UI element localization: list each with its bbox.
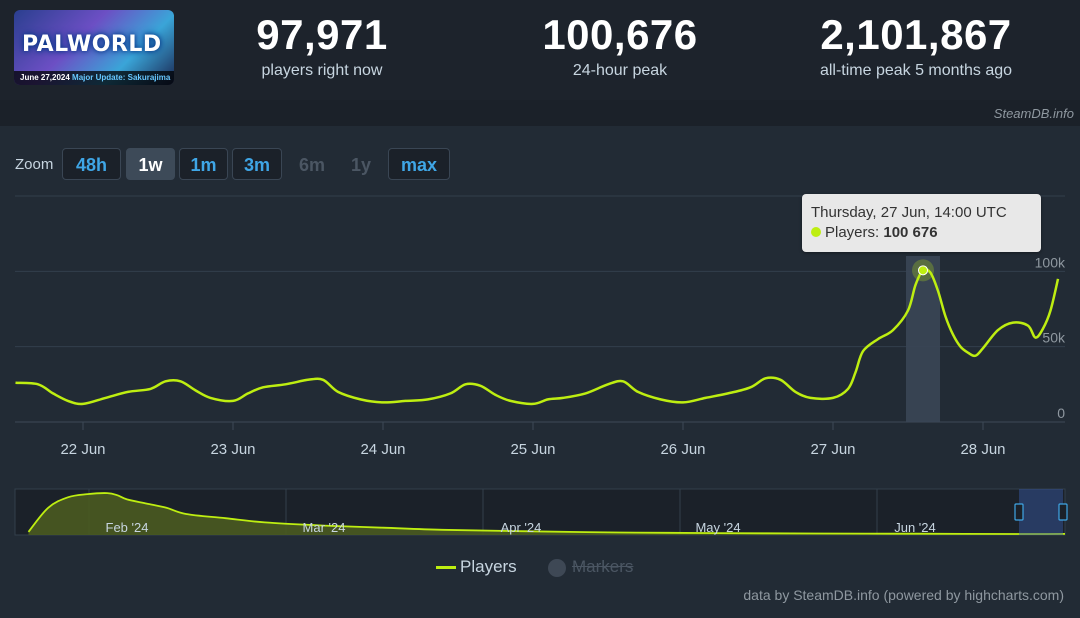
x-tick-label: 28 Jun — [960, 441, 1005, 458]
x-tick-label: 25 Jun — [510, 441, 555, 458]
navigator-selection — [1019, 489, 1063, 535]
stat-value: 2,101,867 — [820, 11, 1012, 58]
tooltip-date: Thursday, 27 Jun, 14:00 UTC — [811, 204, 1007, 221]
y-tick-label: 50k — [1042, 330, 1066, 346]
game-thumbnail[interactable]: PALWORLD June 27,2024 Major Update: Saku… — [14, 10, 174, 85]
stat-24h-peak: 100,676 24-hour peak — [510, 10, 730, 80]
legend-markers[interactable]: Markers — [548, 557, 633, 577]
legend-line-icon — [436, 566, 456, 570]
zoom-48h-button[interactable]: 48h — [62, 148, 121, 180]
legend-players[interactable]: Players — [436, 557, 517, 577]
stat-label: all-time peak 5 months ago — [819, 62, 1013, 79]
legend-markers-label: Markers — [572, 557, 634, 576]
chart-tooltip: Thursday, 27 Jun, 14:00 UTC Players: 100… — [802, 194, 1041, 252]
navigator-tick-label: Apr '24 — [501, 520, 542, 535]
stat-all-time-peak: 2,101,867 all-time peak 5 months ago — [786, 10, 1046, 80]
navigator-tick-label: Mar '24 — [303, 520, 346, 535]
zoom-1w-button[interactable]: 1w — [126, 148, 175, 180]
x-tick-label: 27 Jun — [810, 441, 855, 458]
series-dot-icon — [811, 227, 821, 237]
x-tick-label: 22 Jun — [60, 441, 105, 458]
update-label: Major Update: Sakurajima — [72, 73, 171, 82]
tooltip-series-label: Players: — [825, 224, 880, 241]
footer-credit[interactable]: data by SteamDB.info (powered by highcha… — [743, 587, 1064, 603]
stat-label: players right now — [261, 62, 383, 79]
game-logo: PALWORLD — [22, 32, 162, 57]
zoom-1y-button: 1y — [350, 155, 372, 175]
x-tick-label: 23 Jun — [210, 441, 255, 458]
navigator-line — [27, 492, 1065, 535]
zoom-6m-button: 6m — [298, 155, 325, 175]
stat-current-players: 97,971 players right now — [222, 10, 422, 80]
navigator-handle[interactable] — [1014, 503, 1024, 521]
header — [0, 0, 1080, 100]
legend-marker-icon — [548, 558, 566, 577]
update-banner: June 27,2024 Major Update: Sakurajima — [14, 71, 174, 85]
zoom-1m-button[interactable]: 1m — [179, 148, 228, 180]
update-date: June 27,2024 — [20, 73, 70, 82]
zoom-label: Zoom — [15, 156, 54, 173]
players-series-line — [15, 268, 1060, 406]
x-tick-label: 26 Jun — [660, 441, 705, 458]
tooltip-value: 100 676 — [883, 224, 938, 241]
zoom-3m-button[interactable]: 3m — [232, 148, 282, 180]
navigator-handle[interactable] — [1058, 503, 1068, 521]
legend-players-label: Players — [460, 557, 517, 576]
zoom-max-button[interactable]: max — [388, 148, 450, 180]
x-tick-label: 24 Jun — [360, 441, 405, 458]
navigator-tick-label: Feb '24 — [106, 520, 149, 535]
navigator-tick-label: Jun '24 — [894, 520, 936, 535]
navigator-tick-label: May '24 — [695, 520, 740, 535]
stat-label: 24-hour peak — [572, 62, 668, 79]
tooltip-row: Players: 100 676 — [811, 222, 1032, 243]
y-tick-label: 100k — [1035, 254, 1066, 270]
stat-value: 97,971 — [256, 11, 388, 58]
hover-point — [918, 265, 928, 276]
y-tick-label: 0 — [1057, 405, 1065, 421]
stat-value: 100,676 — [542, 11, 698, 58]
steamdb-credit[interactable]: SteamDB.info — [993, 106, 1074, 121]
